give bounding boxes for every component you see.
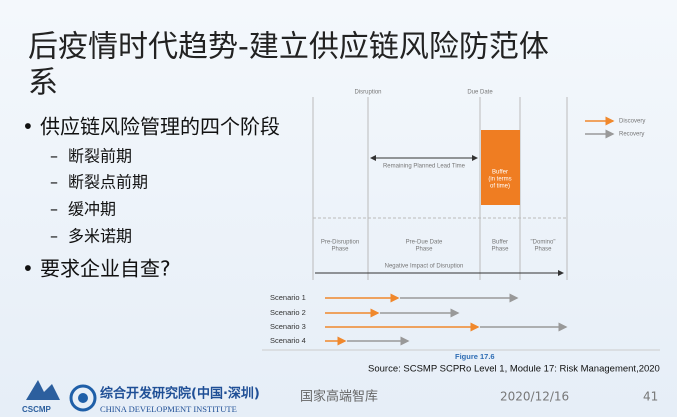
phase: Buffer <box>492 240 508 246</box>
shape: Buffer (in terms of time) <box>488 170 511 190</box>
scenario-label: Scenario 3 <box>270 322 306 331</box>
legend-label: Discovery <box>619 119 645 125</box>
phase: Phase <box>331 247 349 253</box>
think-tank: 国家高端智库 <box>300 389 378 405</box>
scenario-label: Scenario 2 <box>270 308 306 317</box>
buffer-label: Buffer <box>492 170 508 176</box>
logo-text: CSCMP <box>22 405 52 414</box>
page-number: 41 <box>643 390 658 404</box>
institute-cn: 综合开发研究院(中国·深圳) <box>100 386 260 402</box>
phase: Phase <box>491 247 509 253</box>
source: Source: SCSMP SCPRo Level 1, Module 17: … <box>368 364 660 375</box>
institute-en: CHINA DEVELOPMENT INSTITUTE <box>100 404 237 414</box>
phase: Phase <box>415 247 433 253</box>
phase: "Domino" <box>531 240 556 246</box>
figure-caption: Figure 17.6 <box>455 352 495 361</box>
impact-label: Negative Impact of Disruption <box>385 264 464 270</box>
sub-bullet: 缓冲期 <box>68 200 116 219</box>
cdi-logo <box>69 384 97 412</box>
bullet: • <box>22 115 34 139</box>
phase: Pre-Disruption <box>321 240 359 246</box>
date: 2020/12/16 <box>500 390 569 404</box>
title-line: 系 <box>28 66 58 101</box>
buffer-box <box>481 130 520 205</box>
sub-bullet: 断裂点前期 <box>68 173 148 192</box>
bullet: • <box>22 257 34 281</box>
title: 后疫情时代趋势-建立供应链风险防范体 系 <box>28 30 549 101</box>
shape <box>78 393 88 403</box>
dash: – <box>50 200 58 219</box>
phase: Pre-Due Date <box>406 240 443 246</box>
figure: Disruption Due Date Discovery Recovery B… <box>262 90 660 375</box>
dash: – <box>50 147 58 166</box>
buffer-label: of time) <box>490 184 510 190</box>
phase: Phase <box>534 247 552 253</box>
sub-bullet: 断裂前期 <box>68 147 132 166</box>
dash: – <box>50 227 58 246</box>
title-line: 后疫情时代趋势-建立供应链风险防范体 <box>28 30 549 65</box>
bullets: • 供应链风险管理的四个阶段 – 断裂前期 – 断裂点前期 – 缓冲期 – 多米… <box>22 115 280 281</box>
footer: CSCMP 综合开发研究院(中国·深圳) CHINA DEVELOPMENT I… <box>22 380 658 414</box>
shape: – 断裂前期 – 断裂点前期 – 缓冲期 – 多米诺期 <box>50 147 148 246</box>
legend-label: Recovery <box>619 132 644 138</box>
dash: – <box>50 173 58 192</box>
top-label: Disruption <box>354 90 381 96</box>
cscmp-logo <box>26 380 60 400</box>
scenarios: Scenario 1 Scenario 2 Scenario 3 Scenari… <box>270 293 568 346</box>
scenario-label: Scenario 4 <box>270 336 306 345</box>
bullet-text: 供应链风险管理的四个阶段 <box>40 115 280 139</box>
bullet-text: 要求企业自查? <box>40 257 171 281</box>
buffer-label: (in terms <box>488 177 511 183</box>
top-label: Due Date <box>467 90 493 96</box>
scenario-label: Scenario 1 <box>270 293 306 302</box>
lead-time-label: Remaining Planned Lead Time <box>383 164 466 170</box>
sub-bullet: 多米诺期 <box>68 227 132 246</box>
shape: Pre-Disruption Phase Pre-Due Date Phase … <box>321 240 556 253</box>
